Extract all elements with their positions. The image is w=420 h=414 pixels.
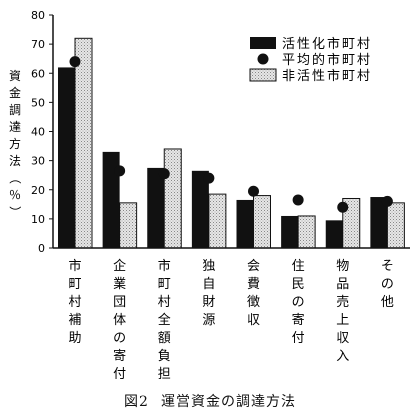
x-tick-label-char: 町 [68, 277, 81, 292]
data-point [158, 168, 170, 180]
data-point [292, 194, 304, 206]
x-tick-label-char: 負 [158, 349, 171, 364]
axes [52, 15, 410, 249]
y-axis-label-char: ） [8, 206, 22, 218]
x-tick-label-char: 源 [202, 313, 215, 328]
x-tick-label-char: 全 [158, 312, 171, 328]
x-tick-label-char: 上 [336, 313, 349, 328]
bar [102, 151, 120, 248]
x-tick-label-char: 自 [202, 277, 215, 292]
x-tick-label-char: 市 [68, 258, 81, 274]
y-tick-label: 10 [31, 213, 45, 226]
legend-swatch [249, 68, 277, 82]
x-tick-label-char: 寄 [292, 312, 305, 328]
data-point [381, 195, 393, 207]
figure-title: 運営資金の調達方法 [160, 394, 296, 410]
y-tick-label: 50 [31, 96, 45, 109]
bar [236, 199, 254, 248]
bar [119, 202, 138, 249]
x-tick-label-char: 民 [292, 277, 305, 292]
x-tick-label-char: 物 [336, 259, 349, 274]
figure-number: 図2 [124, 394, 149, 410]
x-tick-label-char: の [113, 331, 126, 346]
bar [74, 37, 93, 249]
x-tick-label-char: 徴 [247, 295, 260, 310]
data-point [69, 56, 81, 68]
x-tick-label-char: 入 [336, 349, 349, 364]
x-tick-label-char: 村 [158, 295, 171, 310]
x-tick-label-char: 町 [158, 277, 171, 292]
x-tick-label-char: 費 [247, 277, 260, 292]
bar [325, 220, 343, 248]
y-axis-label-char: 調 [9, 103, 21, 117]
legend-swatch [257, 53, 269, 65]
x-tick-label-char: 収 [336, 331, 349, 346]
x-tick-label-char: そ [381, 259, 394, 274]
bar [163, 148, 182, 249]
y-axis-label-char: 達 [9, 120, 21, 134]
legend-label: 活性化市町村 [282, 36, 372, 52]
y-tick-label: 40 [31, 126, 45, 139]
x-tick-label-char: 体 [113, 313, 126, 328]
x-axis-labels: 市町村補助企業団体の寄付市町村全額負担独自財源会費徴収住民の寄付物品売上収入その… [68, 258, 393, 382]
x-tick-label-char: 財 [202, 295, 215, 310]
data-point [248, 185, 259, 197]
x-tick-label-char: 他 [381, 295, 394, 310]
bar [370, 197, 388, 248]
x-tick-label-char: 団 [113, 295, 126, 310]
y-tick-label: 20 [31, 184, 45, 197]
y-axis-label-char: ％ [9, 188, 21, 202]
x-tick-label-char: 付 [113, 367, 126, 382]
x-tick-label-char: 担 [158, 367, 171, 382]
x-tick-label-char: 業 [113, 276, 126, 292]
bar [386, 202, 405, 249]
y-tick-label: 30 [31, 155, 45, 168]
bar [208, 193, 227, 249]
x-tick-label-char: 会 [247, 259, 260, 274]
x-tick-label-char: 市 [158, 258, 171, 274]
bar [297, 215, 316, 249]
y-tick-label: 70 [31, 38, 45, 51]
bar [191, 170, 209, 248]
x-tick-label-char: の [381, 277, 394, 292]
y-axis-label-char: 金 [9, 85, 21, 100]
y-axis-label-char: 法 [9, 154, 21, 168]
data-point [114, 165, 126, 177]
data-point [203, 172, 215, 184]
bar [281, 215, 299, 248]
y-axis-label-char: 方 [9, 136, 21, 151]
x-tick-label-char: 住 [292, 259, 305, 274]
x-tick-label-char: の [292, 295, 305, 310]
y-axis-label-char: 資 [9, 69, 21, 83]
x-tick-label-char: 補 [68, 313, 81, 328]
legend-label: 非活性市町村 [282, 68, 372, 84]
legend-swatch [250, 37, 276, 49]
x-tick-label-char: 品 [336, 277, 349, 292]
data-point [337, 201, 349, 213]
x-tick-label-char: 売 [336, 294, 349, 310]
x-tick-label-char: 収 [247, 313, 260, 328]
x-tick-label-char: 助 [68, 331, 81, 346]
points [69, 56, 393, 213]
legend-label: 平均的市町村 [282, 52, 372, 68]
y-tick-label: 60 [31, 67, 45, 80]
x-tick-label-char: 企 [113, 258, 126, 274]
y-tick-label: 80 [31, 9, 45, 22]
figure-caption: 図2 運営資金の調達方法 [0, 391, 420, 411]
y-tick-label: 0 [38, 242, 45, 255]
x-tick-label-char: 村 [68, 295, 81, 310]
bar [58, 67, 75, 248]
y-axis-ticks: 0 10 20 30 40 50 60 70 80 [31, 9, 53, 255]
x-tick-label-char: 付 [292, 331, 305, 346]
bar [253, 195, 271, 249]
bar [147, 167, 165, 248]
x-tick-label-char: 額 [158, 331, 171, 346]
x-tick-label-char: 独 [202, 259, 215, 274]
x-tick-label-char: 寄 [113, 348, 126, 364]
y-axis-label-char: （ [8, 172, 22, 184]
